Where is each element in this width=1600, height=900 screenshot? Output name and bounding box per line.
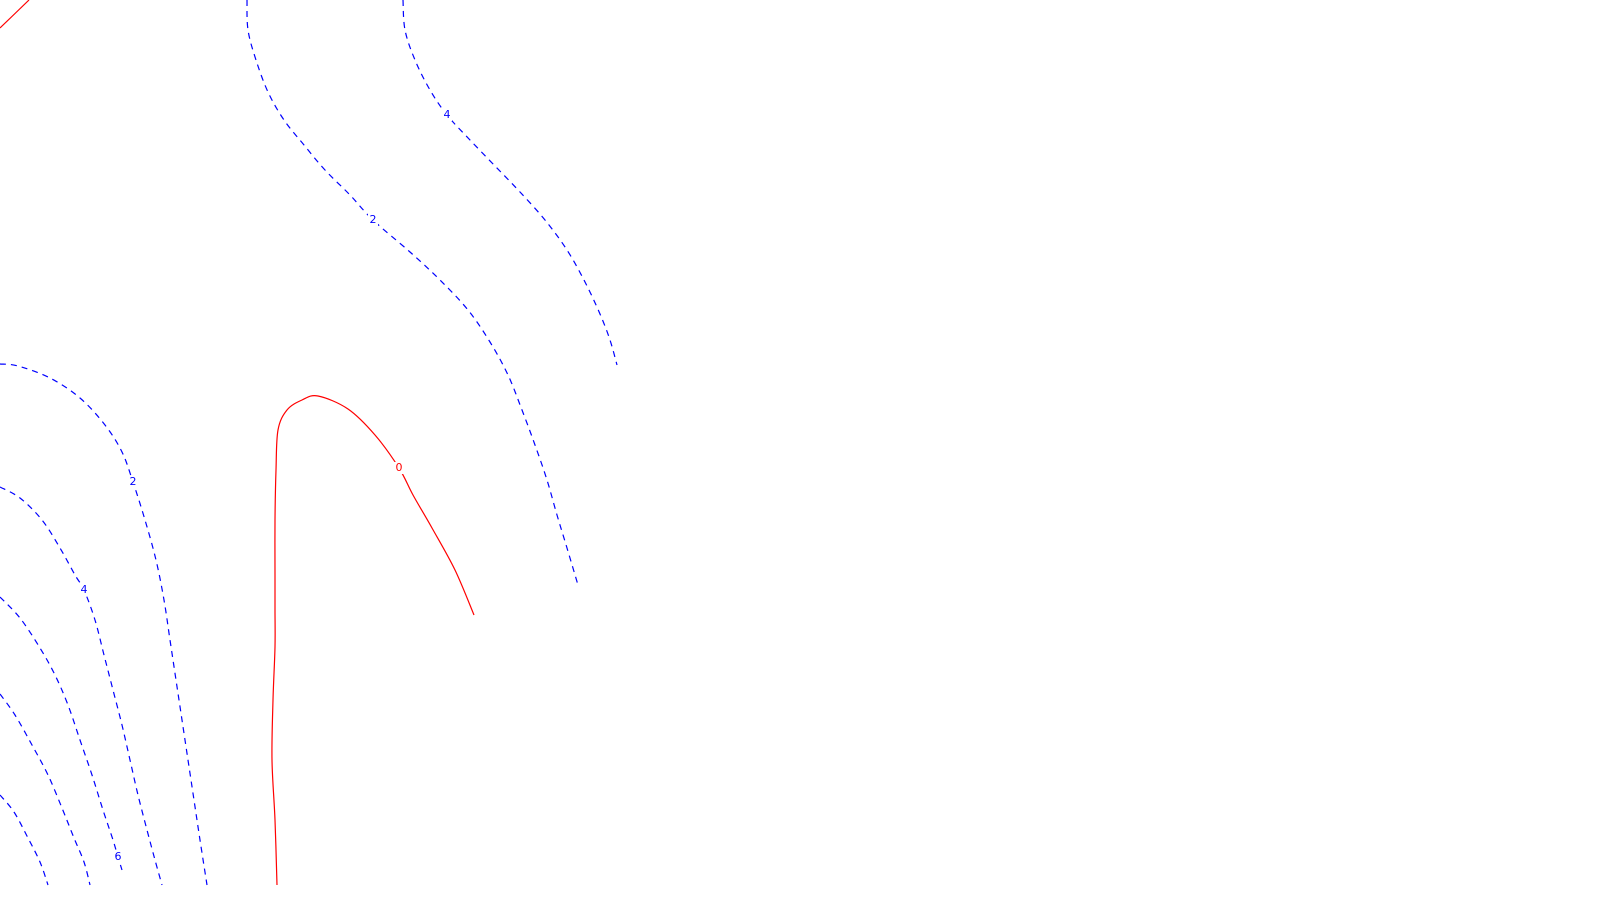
contour-label-upper-4: 4 (444, 108, 451, 121)
contour-label-bg-lower-4 (79, 584, 89, 596)
contour-label-upper-2: 2 (370, 213, 377, 226)
contour-line-corner (0, 0, 30, 29)
contour-label-lower-6: 6 (115, 850, 122, 863)
contour-label-bg-lower-2 (128, 476, 138, 488)
contour-line-upper-4 (402, 0, 618, 366)
contour-line-upper-2 (246, 0, 579, 586)
contour-line-zero-loop (271, 395, 475, 886)
contour-label-lower-4: 4 (81, 583, 88, 596)
contour-line-lower-2 (0, 363, 208, 886)
contour-label-lower-2: 2 (130, 475, 137, 488)
contour-line-lower-5 (0, 693, 91, 886)
contour-label-bg-upper-2 (368, 214, 378, 226)
contour-label-bg-lower-6 (113, 851, 123, 863)
contour-line-lower-4 (0, 596, 123, 871)
contour-label-bg-zero-loop (394, 462, 404, 474)
contour-label-zero-loop: 0 (396, 461, 403, 474)
contour-labels: 2 4 0 2 4 6 (79, 108, 452, 863)
contour-label-bg-upper-4 (442, 109, 452, 121)
contour-lines (0, 0, 618, 886)
contour-line-lower-6 (0, 794, 49, 886)
contour-line-lower-3 (0, 486, 163, 886)
